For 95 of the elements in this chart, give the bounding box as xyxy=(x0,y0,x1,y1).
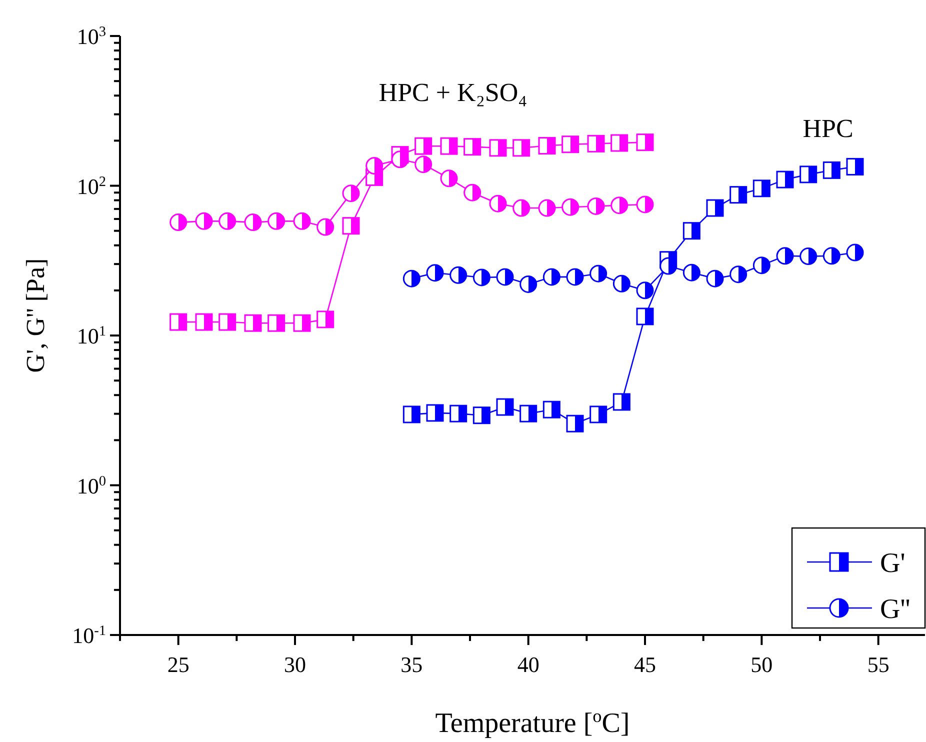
point xyxy=(268,314,286,332)
point xyxy=(512,199,530,217)
x-tick-label: 40 xyxy=(517,652,540,677)
point xyxy=(587,197,605,215)
point xyxy=(316,218,334,236)
point xyxy=(776,247,794,265)
x-tick-label: 35 xyxy=(400,652,423,677)
point xyxy=(846,158,864,176)
point xyxy=(706,270,724,288)
y-tick-label: 10$^{0}$ xyxy=(76,473,106,498)
point xyxy=(426,264,444,282)
point xyxy=(426,404,444,422)
point xyxy=(590,406,608,424)
point xyxy=(846,244,864,262)
point xyxy=(636,196,654,214)
point xyxy=(752,256,770,274)
point xyxy=(472,268,490,286)
point xyxy=(752,180,770,198)
x-tick-label: 50 xyxy=(750,652,773,677)
point xyxy=(496,398,514,416)
point xyxy=(612,393,630,411)
point xyxy=(730,186,748,204)
point xyxy=(293,212,311,230)
point xyxy=(587,134,605,152)
point xyxy=(440,170,458,188)
legend-label: G' xyxy=(880,548,906,579)
point xyxy=(512,139,530,157)
x-axis-title: Temperature [$^{o}$C] xyxy=(435,706,630,739)
y-tick-label: 10$^{3}$ xyxy=(76,24,106,49)
point xyxy=(414,156,432,174)
point xyxy=(195,212,213,230)
point xyxy=(464,138,482,156)
point xyxy=(489,139,507,157)
x-tick-label: 55 xyxy=(867,652,890,677)
point xyxy=(610,196,628,214)
y-tick-label: 10$^{1}$ xyxy=(76,324,106,348)
point xyxy=(542,400,560,418)
legend-label: G'' xyxy=(880,594,910,625)
point xyxy=(538,199,556,217)
point xyxy=(218,212,236,230)
point xyxy=(730,266,748,284)
x-tick-label: 45 xyxy=(634,652,656,677)
x-tick-label: 25 xyxy=(167,652,190,677)
point xyxy=(636,308,654,326)
point xyxy=(170,313,188,331)
point xyxy=(472,406,490,424)
point xyxy=(636,282,654,300)
point xyxy=(293,314,311,332)
point xyxy=(218,313,236,331)
y-axis-title: G', G'' [Pa] xyxy=(21,258,50,373)
point xyxy=(414,137,432,155)
point xyxy=(538,136,556,154)
point xyxy=(268,212,286,230)
x-tick-label: 30 xyxy=(284,652,306,677)
y-tick-label: 10$^{-1}$ xyxy=(72,623,106,648)
y-tick-label: 10$^{2}$ xyxy=(76,174,106,199)
point xyxy=(612,274,630,292)
point xyxy=(402,270,420,288)
point xyxy=(636,134,654,152)
point xyxy=(195,313,213,331)
point xyxy=(562,136,580,154)
point xyxy=(450,404,468,422)
point xyxy=(682,222,700,240)
point xyxy=(170,214,188,232)
point xyxy=(520,275,538,293)
point xyxy=(450,266,468,284)
point xyxy=(520,404,538,422)
point xyxy=(316,310,334,328)
point xyxy=(566,268,584,286)
point xyxy=(800,248,818,266)
point xyxy=(366,157,384,175)
point xyxy=(244,214,262,232)
point xyxy=(342,184,360,202)
point xyxy=(244,314,262,332)
point xyxy=(800,166,818,184)
point xyxy=(706,199,724,217)
point xyxy=(391,150,409,168)
point xyxy=(402,406,420,424)
point xyxy=(562,198,580,216)
point xyxy=(660,257,678,275)
point xyxy=(342,217,360,235)
point xyxy=(776,170,794,188)
point xyxy=(566,414,584,432)
annotation: HPC xyxy=(802,114,854,143)
point xyxy=(542,268,560,286)
point xyxy=(440,137,458,155)
point xyxy=(464,184,482,202)
point xyxy=(496,268,514,286)
annotation: HPC + K₂SO₄ xyxy=(378,78,528,107)
point xyxy=(682,264,700,282)
point xyxy=(590,264,608,282)
point xyxy=(489,194,507,212)
point xyxy=(610,134,628,152)
point xyxy=(822,161,840,179)
point xyxy=(822,247,840,265)
